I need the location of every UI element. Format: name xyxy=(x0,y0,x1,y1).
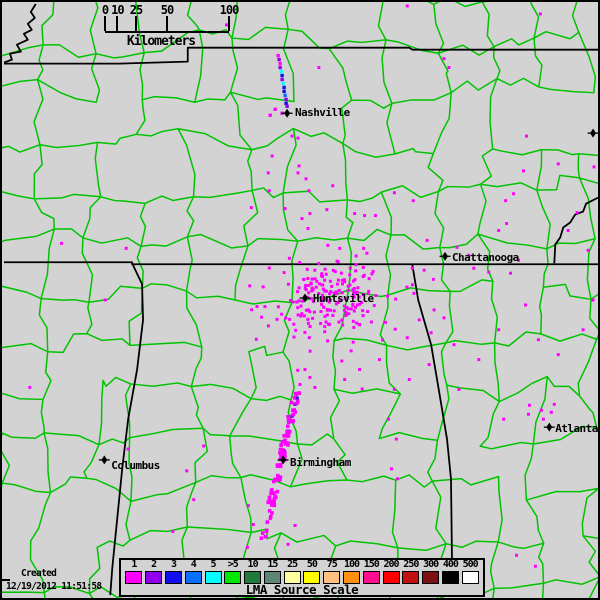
legend-entry-label: 400 xyxy=(442,559,459,570)
scalebar-bar xyxy=(105,31,229,33)
legend-entry: 100 xyxy=(342,560,362,584)
city-label: Chattanooga xyxy=(452,251,519,264)
legend-entry-label: 5 xyxy=(210,559,217,570)
state-border-line xyxy=(411,264,453,559)
legend-entry-label: 250 xyxy=(403,559,419,570)
city-marker: Birmingham xyxy=(277,455,352,469)
legend-entry: 500 xyxy=(460,560,480,584)
edge-tick xyxy=(2,579,10,581)
scalebar-tick-label: 10 xyxy=(111,3,124,17)
legend-entry-swatch xyxy=(402,571,420,584)
legend-entry: 400 xyxy=(441,560,461,584)
city-markers: Nashville Huntsville Chattanooga Columbus Bi… xyxy=(98,106,598,472)
legend-entry-swatch xyxy=(461,571,479,584)
city-label: Huntsville xyxy=(313,292,375,305)
legend-entry-swatch xyxy=(441,571,459,584)
legend-entry: 50 xyxy=(302,560,322,584)
legend-entry-label: 4 xyxy=(190,559,197,570)
city-label: Birmingham xyxy=(290,456,352,469)
legend-entry: 300 xyxy=(421,560,441,584)
legend-entry-swatch xyxy=(184,571,202,584)
state-border-line xyxy=(553,196,598,264)
legend-entry: 1 xyxy=(124,560,144,584)
legend-entry: 4 xyxy=(183,560,203,584)
legend-entry-swatch xyxy=(303,571,321,584)
legend-entry-label: 15 xyxy=(267,559,278,570)
state-borders xyxy=(3,3,598,596)
city-label: Columbus xyxy=(111,459,160,472)
scalebar-tick-label: 25 xyxy=(129,3,143,17)
created-label: Created xyxy=(21,568,57,579)
scalebar-tick-label: 100 xyxy=(219,3,240,17)
scalebar-tick-label: 50 xyxy=(160,3,174,17)
legend-entry: 10 xyxy=(243,560,263,584)
scalebar-unit-label: Kilometers xyxy=(126,34,196,49)
legend-entry-label: 2 xyxy=(151,559,157,570)
city-marker: Atlanta xyxy=(543,422,598,435)
legend-entry-label: 10 xyxy=(247,559,259,570)
legend-entry-swatch xyxy=(382,571,400,584)
legend-entry: 5 xyxy=(203,560,223,584)
created-timestamp: 12/19/2012 11:51:58 xyxy=(6,581,102,592)
legend-entry-label: 200 xyxy=(383,559,400,570)
scalebar: 0 10 25 50 100 Kilometers xyxy=(2,2,262,50)
legend-title: LMA Source Scale xyxy=(245,582,359,597)
legend-entry: 3 xyxy=(164,560,184,584)
legend-entry-label: 75 xyxy=(326,559,338,570)
source-scale-legend: 1 2 3 4 5 >5 10 15 25 50 75 100 150 200 250 300 400 500 L… xyxy=(119,558,485,597)
state-border-line xyxy=(109,262,144,596)
legend-entry-swatch xyxy=(323,571,341,584)
legend-entry-swatch xyxy=(125,571,143,584)
legend-entry-label: 100 xyxy=(343,559,360,570)
legend-entry-label: 3 xyxy=(170,559,177,570)
city-marker xyxy=(587,128,598,138)
legend-entry-swatch xyxy=(164,571,182,584)
city-label: Nashville xyxy=(295,106,351,119)
legend-entry-swatch xyxy=(244,571,262,584)
scalebar-tick xyxy=(228,16,230,31)
legend-entry-label: 500 xyxy=(462,559,479,570)
lma-source-dots xyxy=(28,4,596,568)
city-label: Atlanta xyxy=(555,422,597,435)
legend-entry-label: 300 xyxy=(423,559,439,570)
legend-entry: 250 xyxy=(401,560,421,584)
legend-entry: 25 xyxy=(282,560,302,584)
legend-entry-label: 150 xyxy=(363,559,380,570)
city-marker: Nashville xyxy=(281,106,351,119)
scalebar-tick xyxy=(135,16,137,31)
legend-entry: 2 xyxy=(144,560,164,584)
legend-entry-swatch xyxy=(342,571,360,584)
legend-entry-label: 25 xyxy=(287,559,298,570)
scalebar-tick xyxy=(116,16,119,31)
scalebar-tick xyxy=(104,16,106,31)
legend-entry-swatch xyxy=(224,571,242,584)
legend-entry: 200 xyxy=(381,560,401,584)
legend-entry-swatch xyxy=(263,571,281,584)
legend-entry: 15 xyxy=(262,560,282,584)
city-marker: Columbus xyxy=(98,455,160,472)
scalebar-tick-label: 0 xyxy=(101,3,109,17)
legend-entry: 150 xyxy=(361,560,381,584)
city-marker: Chattanooga xyxy=(439,251,519,264)
state-border-line xyxy=(3,3,37,64)
legend-entry: >5 xyxy=(223,560,243,584)
legend-entry-swatch xyxy=(204,571,222,584)
legend-entry-label: 50 xyxy=(306,559,318,570)
scalebar-tick xyxy=(166,16,168,31)
legend-entry-swatch xyxy=(422,571,440,584)
legend-entry-swatch xyxy=(362,571,380,584)
legend-entry-label: >5 xyxy=(227,559,239,570)
legend-entry-swatch xyxy=(145,571,163,584)
state-border-line xyxy=(3,46,598,65)
legend-entry-label: 1 xyxy=(131,559,137,570)
legend-entry: 75 xyxy=(322,560,342,584)
legend-entry-swatch xyxy=(283,571,301,584)
